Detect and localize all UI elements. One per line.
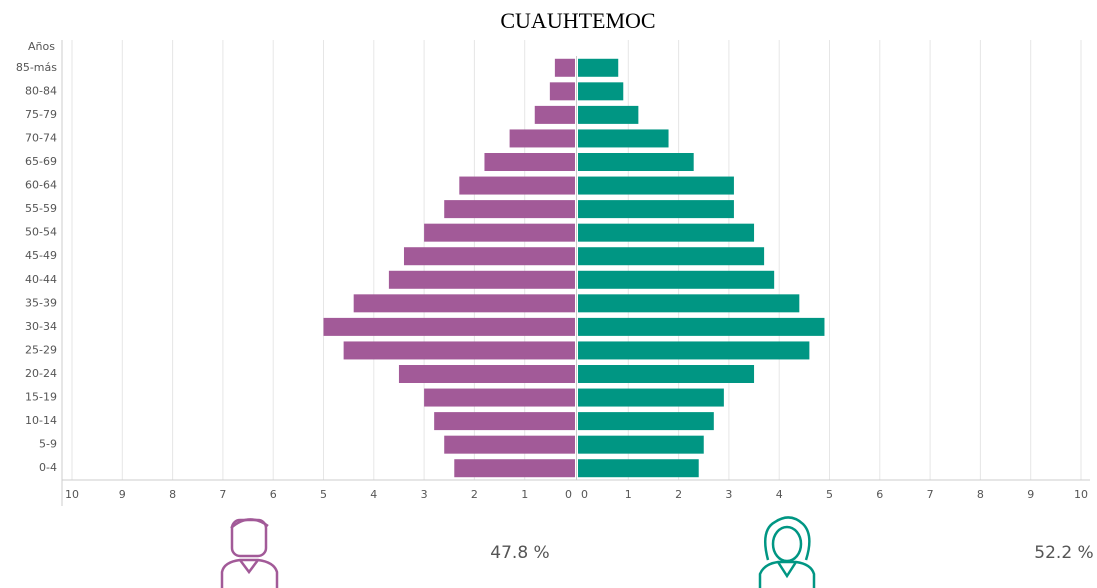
bar [434,412,575,431]
bar [424,223,575,242]
bar [343,341,575,360]
x-tick-label: 3 [421,488,428,501]
bar [578,435,704,454]
x-tick-label: 1 [521,488,528,501]
bar [578,200,734,219]
y-axis-label: Años [28,40,55,53]
male-total: 47.8 % [490,543,549,563]
x-tick-label: 9 [1027,488,1034,501]
y-tick-label: 25-29 [25,343,57,356]
y-tick-label: 30-34 [25,320,57,333]
y-tick-label: 0-4 [39,461,57,474]
bar [578,317,825,336]
x-tick-label: 10 [65,488,79,501]
bar [578,341,810,360]
y-tick-label: 55-59 [25,202,57,215]
bar [578,58,619,77]
y-tick-label: 70-74 [25,131,57,144]
bar [578,223,755,242]
bar [578,247,765,266]
y-tick-label: 60-64 [25,179,57,192]
y-tick-label: 20-24 [25,367,57,380]
x-tick-label: 8 [977,488,984,501]
bar [554,58,575,77]
x-tick-label: 2 [471,488,478,501]
x-tick-label: 4 [776,488,783,501]
x-tick-label: 1 [625,488,632,501]
bar [424,388,575,407]
bar [509,129,575,148]
y-tick-label: 75-79 [25,108,57,121]
y-tick-label: 45-49 [25,249,57,262]
x-tick-label: 9 [119,488,126,501]
bar [578,459,699,478]
plot: 0 0 1 1 2 2 3 3 4 4 5 5 6 6 7 7 8 8 9 9 10 10 85-más 80-84 75-79… [16,40,1090,506]
bar [534,105,575,124]
bar [578,294,800,313]
y-tick-label: 50-54 [25,226,57,239]
bar [578,270,775,289]
y-tick-label: 40-44 [25,273,57,286]
bar [578,412,714,431]
y-tick-label: 5-9 [39,438,57,451]
bar [578,129,669,148]
bar [398,365,575,383]
bar [578,153,694,171]
x-tick-label: 7 [927,488,934,501]
bar [578,365,755,383]
bar [444,200,575,219]
bar [578,82,624,101]
bar [459,176,575,195]
x-tick-label: 7 [219,488,226,501]
bar [403,247,575,266]
x-tick-label: 6 [270,488,277,501]
x-tick-label: 8 [169,488,176,501]
bar [454,459,575,478]
y-tick-label: 65-69 [25,155,57,168]
y-tick-label: 15-19 [25,391,57,404]
x-tick-label: 10 [1074,488,1088,501]
y-tick-label: 85-más [16,61,57,74]
bar [388,270,575,289]
y-tick-label: 10-14 [25,414,57,427]
x-tick-label: 5 [320,488,327,501]
x-tick-label: 0 [581,488,588,501]
bar [353,294,575,313]
bar [549,82,575,101]
y-tick-label: 80-84 [25,84,57,97]
bar [484,153,575,171]
bar [578,105,639,124]
x-tick-label: 4 [370,488,377,501]
bar [444,435,575,454]
male-icon [220,518,279,588]
bar [578,176,734,195]
bar [578,388,724,407]
x-tick-label: 2 [675,488,682,501]
bar [323,317,575,336]
female-icon [758,516,816,588]
x-tick-label: 5 [826,488,833,501]
female-total: 52.2 % [1034,543,1093,563]
x-tick-label: 0 [565,488,572,501]
x-tick-label: 3 [725,488,732,501]
chart-title: CUAUHTEMOC [500,8,655,33]
y-tick-label: 35-39 [25,296,57,309]
x-tick-label: 6 [876,488,883,501]
